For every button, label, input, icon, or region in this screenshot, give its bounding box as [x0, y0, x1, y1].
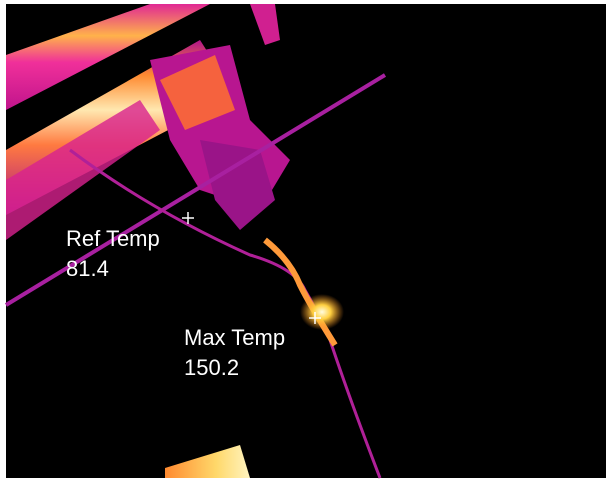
hot-spot: [300, 294, 344, 330]
pipe: [6, 4, 210, 110]
max-label: Max Temp: [184, 325, 285, 350]
hot-block: [165, 445, 250, 478]
background: [6, 4, 606, 478]
ref-label: Ref Temp: [66, 226, 160, 251]
crosshairs: [182, 212, 321, 324]
thermal-image: [4, 4, 606, 479]
ref-value: 81.4: [66, 256, 109, 281]
fixture: [250, 4, 280, 45]
fixture: [200, 140, 275, 230]
pipe: [6, 100, 160, 240]
fixture: [160, 55, 235, 130]
max-value: 150.2: [184, 355, 239, 380]
rod: [4, 73, 387, 307]
